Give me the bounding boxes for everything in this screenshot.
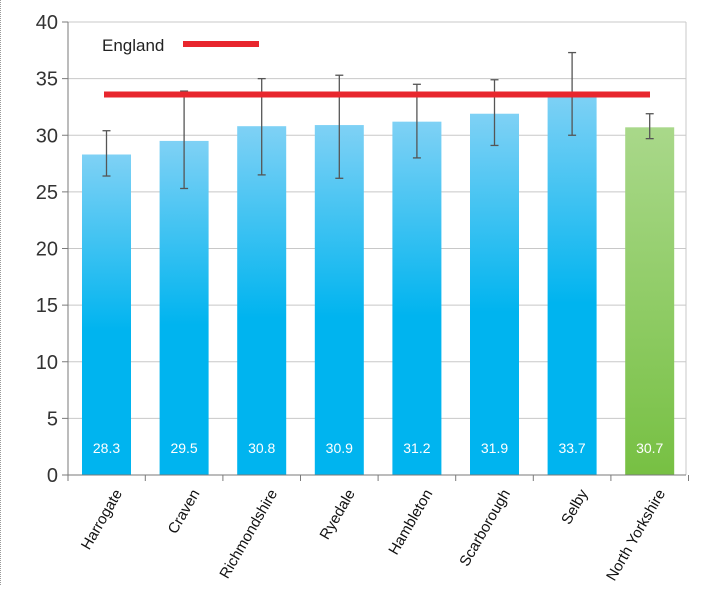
bar-richmondshire (237, 126, 287, 475)
error-bar (180, 90, 189, 190)
x-category-label: Craven (165, 487, 204, 537)
error-bar (102, 130, 111, 177)
x-category-label: North Yorkshire (603, 487, 669, 584)
y-tick-label: 0 (47, 465, 58, 487)
y-tick-label: 15 (36, 295, 58, 317)
value-label: 33.7 (558, 440, 585, 456)
x-category-label: Harrogate (78, 487, 126, 553)
error-bars (102, 51, 654, 190)
x-category-label: Hambleton (385, 487, 436, 558)
x-category-label: Richmondshire (216, 487, 281, 582)
legend: England (102, 36, 259, 55)
y-tick-label: 30 (36, 125, 58, 147)
bar-craven (159, 140, 209, 475)
y-tick-label: 20 (36, 239, 58, 261)
x-category-label: Selby (558, 486, 592, 527)
x-axis: Harrogate Craven Richmondshire Ryedale Hambl… (67, 474, 689, 584)
x-category-label: Scarborough (456, 487, 514, 570)
x-category-label: Ryedale (317, 487, 359, 543)
value-labels: 28.3 29.5 30.8 30.9 31.2 31.9 33.7 30.7 (93, 440, 664, 456)
value-label: 28.3 (93, 440, 120, 456)
value-label: 31.9 (481, 440, 508, 456)
value-label: 31.2 (403, 440, 430, 456)
bar-hambleton (392, 121, 442, 475)
value-label: 30.7 (636, 440, 663, 456)
bar-selby (547, 93, 597, 475)
bar-north-yorkshire (625, 127, 675, 475)
error-bar (490, 79, 499, 147)
y-tick-label: 25 (36, 182, 58, 204)
bars (82, 93, 675, 476)
y-tick-label: 40 (36, 12, 58, 34)
frame-border (0, 0, 4, 585)
bar-harrogate (82, 154, 131, 475)
value-label: 30.9 (326, 440, 353, 456)
value-label: 29.5 (170, 440, 197, 456)
value-label: 30.8 (248, 440, 275, 456)
y-tick-label: 5 (47, 408, 58, 430)
legend-label: England (102, 36, 164, 55)
y-tick-label: 10 (36, 352, 58, 374)
error-bar (645, 113, 654, 140)
y-axis: 0 5 10 15 20 25 30 35 40 (36, 12, 69, 487)
y-tick-label: 35 (36, 69, 58, 91)
bar-scarborough (470, 113, 519, 476)
bar-ryedale (314, 125, 364, 476)
